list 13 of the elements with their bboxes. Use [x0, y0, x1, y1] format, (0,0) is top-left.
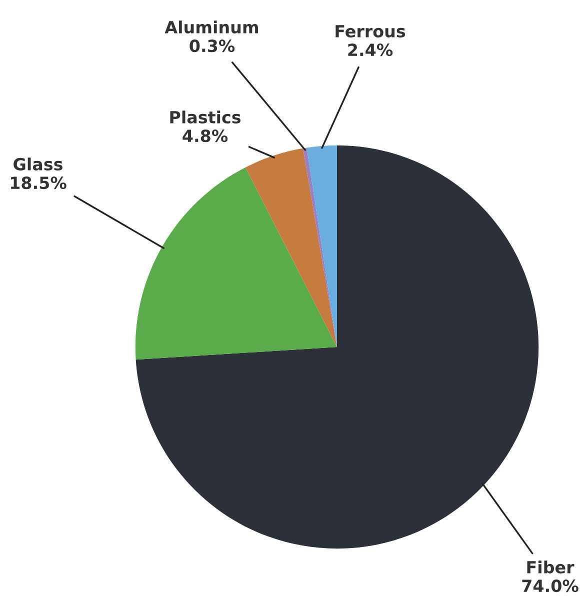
data-label: 18.5%	[10, 176, 66, 190]
slice-label: Glass	[14, 158, 62, 171]
slice-label: Fiber	[527, 560, 574, 574]
data-label: 0.3%	[190, 40, 235, 52]
pie-slice	[135, 167, 337, 360]
pie-slice	[245, 148, 337, 347]
data-label: 74.0%	[522, 580, 578, 592]
pie-slice	[136, 145, 539, 549]
slice-label: Plastics	[170, 110, 240, 124]
slice-label: Aluminum	[164, 20, 258, 34]
data-label: 2.4%	[348, 44, 393, 56]
data-label: 4.8%	[182, 130, 228, 142]
slice-label: Ferrous	[336, 25, 406, 38]
